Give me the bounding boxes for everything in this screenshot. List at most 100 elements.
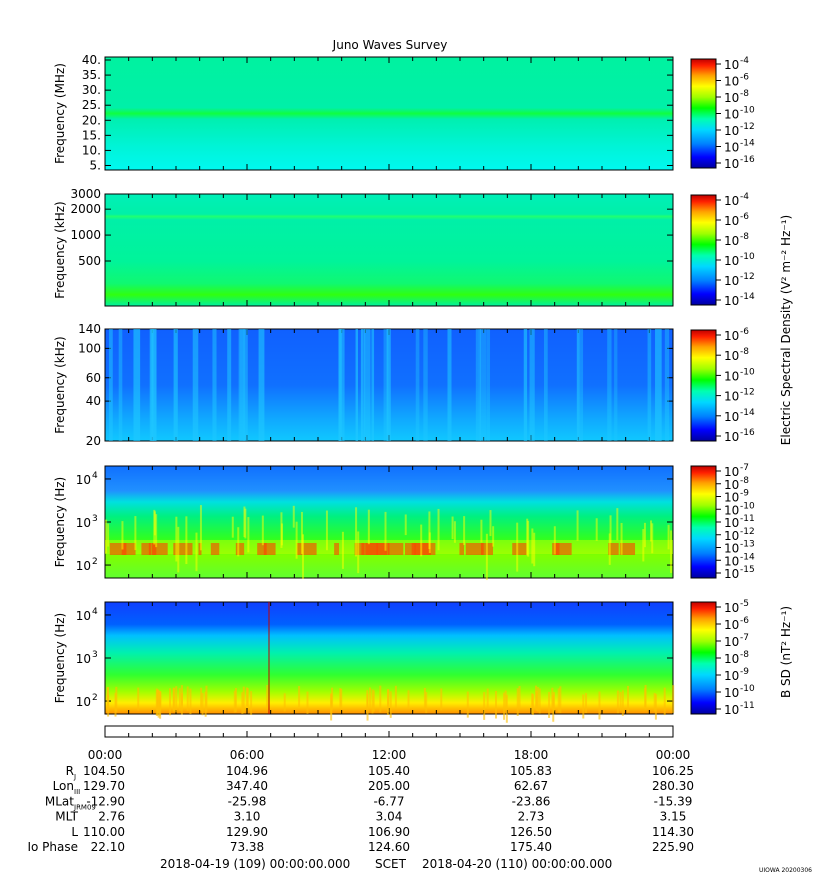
time-label: 00:00	[88, 748, 123, 762]
emission-spike	[557, 688, 560, 713]
colorbar-tick-exponent: -8	[740, 232, 749, 242]
colorbar-tick-base: 10	[724, 58, 739, 72]
emission-spike	[627, 685, 630, 712]
emission-streak	[239, 329, 246, 441]
emission-spike	[644, 685, 647, 710]
y-tick-label: 10	[76, 516, 91, 530]
ephem-value: 22.10	[91, 840, 125, 854]
ephem-value: 3.15	[660, 810, 687, 824]
ephem-value: -23.86	[512, 794, 551, 808]
emission-spike	[616, 690, 619, 714]
emission-streak	[339, 329, 345, 441]
emission-spike	[173, 688, 176, 712]
colorbar-tick-exponent: -5	[740, 599, 749, 609]
ephem-value: 347.40	[226, 779, 268, 793]
emission-spike	[189, 688, 192, 715]
ephem-value: -15.39	[654, 794, 693, 808]
y-tick-label: 10	[76, 695, 91, 709]
ephem-value: 280.30	[652, 779, 694, 793]
y-tick-label: 10	[76, 652, 91, 666]
colorbar-tick-exponent: -6	[740, 616, 749, 626]
y-tick-label: 500	[78, 254, 101, 268]
y-tick-label: 15.	[82, 128, 101, 142]
emission-spike	[466, 691, 469, 718]
emission-burst	[263, 543, 276, 555]
ephem-row-label: MLT	[55, 810, 78, 824]
emission-burst	[235, 543, 245, 555]
emission-spike	[651, 523, 654, 554]
emission-burst	[141, 543, 151, 555]
emission-spike	[379, 685, 382, 713]
y-tick-label: 100	[78, 341, 101, 355]
colorbar-tick-exponent: -8	[740, 650, 749, 660]
emission-spike	[121, 521, 124, 550]
colorbar-tick-base: 10	[724, 369, 739, 383]
emission-spike	[134, 516, 137, 551]
y-tick-label: 40.	[82, 53, 101, 67]
colorbar-tick-exponent: -6	[740, 327, 749, 337]
ephem-value: 126.50	[510, 825, 552, 839]
emission-spike	[366, 693, 369, 721]
y-tick-label: 30.	[82, 83, 101, 97]
colorbar-tick-base: 10	[724, 703, 739, 717]
ephem-value: 124.60	[368, 840, 410, 854]
colorbar-gradient	[690, 329, 717, 442]
emission-spike	[503, 692, 506, 720]
emission-spike	[241, 692, 244, 714]
emission-spike	[394, 685, 397, 708]
emission-spike	[292, 505, 295, 528]
emission-spike	[492, 526, 495, 547]
emission-spike	[242, 686, 245, 714]
colorbar-tick-exponent: -10	[740, 684, 755, 694]
emission-spike	[670, 530, 673, 573]
emission-spike	[518, 686, 521, 710]
emission-streak	[576, 329, 584, 441]
colorbar-tick-base: 10	[724, 491, 739, 505]
y-tick-label: 10.	[82, 143, 101, 157]
emission-spike	[552, 692, 555, 712]
colorbar-tick-exponent: -7	[740, 633, 749, 643]
emission-spike	[231, 516, 234, 538]
ephem-value: 105.83	[510, 764, 552, 778]
emission-burst	[465, 543, 484, 555]
emission-streak	[243, 329, 248, 441]
emission-spike	[106, 687, 109, 706]
emission-burst	[210, 543, 220, 555]
colorbar-tick-base: 10	[724, 75, 739, 89]
emission-burst	[459, 543, 464, 555]
emission-burst	[354, 543, 365, 555]
emission-spike	[654, 693, 657, 720]
emission-burst	[619, 543, 636, 555]
emission-spike	[486, 688, 489, 710]
ephem-value: 110.00	[83, 825, 125, 839]
ephem-value: -12.90	[86, 794, 125, 808]
emission-spike	[295, 521, 298, 559]
emission-spike	[504, 690, 507, 711]
scet-label: SCET	[375, 857, 407, 871]
colorbar-tick-base: 10	[724, 529, 739, 543]
emission-streak	[108, 329, 113, 441]
y-tick-exponent: 4	[92, 471, 98, 481]
y-axis-label: Frequency (Hz)	[53, 477, 67, 568]
y-tick-label: 5.	[90, 158, 101, 172]
ephem-value: 106.25	[652, 764, 694, 778]
emission-burst	[387, 543, 404, 555]
emission-streak	[212, 329, 217, 441]
colorbar-tick-base: 10	[724, 254, 739, 268]
colorbar-tick-exponent: -7	[740, 463, 749, 473]
emission-streak	[447, 329, 452, 441]
emission-spike	[199, 505, 202, 551]
colorbar-tick-exponent: -14	[740, 552, 755, 562]
emission-spike	[115, 686, 118, 712]
emission-streak	[415, 329, 420, 441]
colorbar-tick-exponent: -14	[740, 139, 755, 149]
emission-streak	[475, 329, 479, 441]
emission-spike	[367, 509, 370, 545]
colorbar-tick-exponent: -12	[740, 388, 755, 398]
y-axis-label: Frequency (Hz)	[53, 613, 67, 704]
emission-spike	[387, 689, 390, 712]
emission-spike	[608, 533, 611, 565]
